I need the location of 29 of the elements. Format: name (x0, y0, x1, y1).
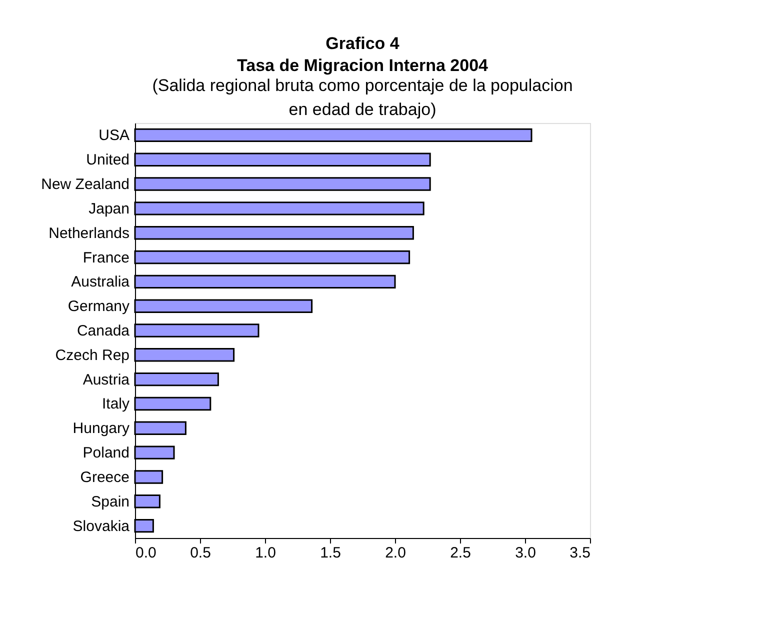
x-tick-label: 0.0 (136, 544, 156, 562)
y-tick-label: Austria (82, 371, 130, 388)
y-tick-label: Hungary (72, 420, 130, 438)
y-tick-label: Germany (68, 298, 130, 316)
text: en edad de trabajo) (288, 100, 436, 119)
y-tick-label: United (86, 152, 130, 169)
y-tick-label: Poland (82, 444, 130, 462)
x-tick-label: 3.0 (515, 544, 536, 562)
y-tick-label: Australia (71, 274, 130, 291)
y-tick-label: Czech Rep (55, 346, 130, 364)
x-tick-label: 3.5 (570, 544, 590, 562)
x-tick-label: 2.5 (450, 544, 471, 562)
x-tick-label: 1.5 (320, 544, 341, 562)
y-tick-label: Italy (102, 396, 130, 413)
x-tick-label: 0.5 (190, 544, 211, 562)
text: (Salida regional bruta como porcentaje de la populacion (152, 76, 573, 95)
y-tick-label: Canada (76, 322, 130, 340)
y-tick-label: New Zealand (41, 176, 130, 194)
chart-title: Grafico 4 (326, 34, 400, 53)
y-tick-label: France (82, 249, 130, 266)
y-tick-label: Spain (91, 493, 130, 510)
x-tick-label: 2.0 (385, 544, 406, 562)
x-tick-label: 1.0 (255, 544, 276, 562)
y-tick-label: Slovakia (72, 518, 130, 535)
text: Tasa de Migracion Interna 2004 (237, 56, 488, 75)
y-tick-label: Netherlands (48, 224, 130, 242)
y-tick-label: Japan (88, 200, 130, 218)
y-tick-label: USA (98, 127, 130, 144)
y-tick-label: Greece (80, 468, 130, 486)
